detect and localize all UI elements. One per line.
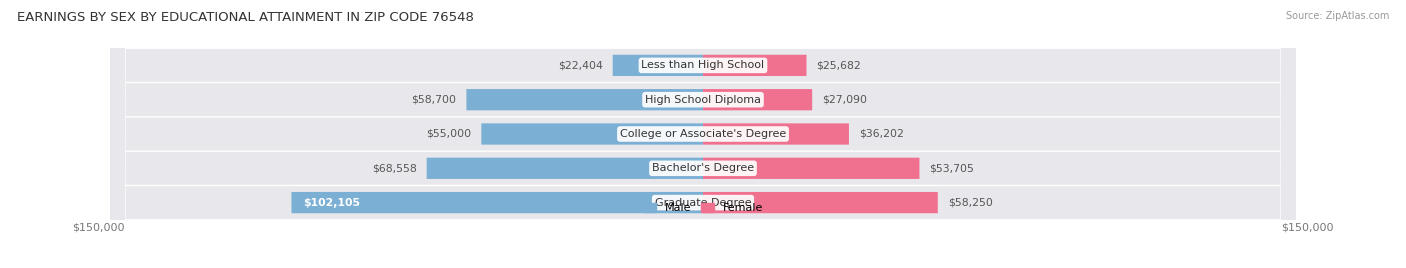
Text: Graduate Degree: Graduate Degree: [655, 198, 751, 208]
Text: Source: ZipAtlas.com: Source: ZipAtlas.com: [1285, 11, 1389, 21]
FancyBboxPatch shape: [703, 123, 849, 145]
FancyBboxPatch shape: [426, 158, 703, 179]
Text: EARNINGS BY SEX BY EDUCATIONAL ATTAINMENT IN ZIP CODE 76548: EARNINGS BY SEX BY EDUCATIONAL ATTAINMEN…: [17, 11, 474, 24]
Text: $102,105: $102,105: [304, 198, 360, 208]
FancyBboxPatch shape: [703, 158, 920, 179]
FancyBboxPatch shape: [481, 123, 703, 145]
FancyBboxPatch shape: [467, 89, 703, 110]
Text: $55,000: $55,000: [426, 129, 471, 139]
Text: $58,700: $58,700: [412, 95, 457, 105]
FancyBboxPatch shape: [111, 0, 1295, 268]
FancyBboxPatch shape: [111, 0, 1295, 268]
Text: $68,558: $68,558: [371, 163, 416, 173]
Text: $22,404: $22,404: [558, 60, 603, 70]
Legend: Male, Female: Male, Female: [638, 198, 768, 218]
Text: $27,090: $27,090: [823, 95, 868, 105]
Text: $25,682: $25,682: [817, 60, 862, 70]
FancyBboxPatch shape: [291, 192, 703, 213]
FancyBboxPatch shape: [703, 192, 938, 213]
FancyBboxPatch shape: [613, 55, 703, 76]
Text: $58,250: $58,250: [948, 198, 993, 208]
FancyBboxPatch shape: [703, 55, 807, 76]
Text: High School Diploma: High School Diploma: [645, 95, 761, 105]
Text: $36,202: $36,202: [859, 129, 904, 139]
FancyBboxPatch shape: [111, 0, 1295, 268]
FancyBboxPatch shape: [111, 0, 1295, 268]
Text: $53,705: $53,705: [929, 163, 974, 173]
FancyBboxPatch shape: [703, 89, 813, 110]
FancyBboxPatch shape: [111, 0, 1295, 268]
Text: College or Associate's Degree: College or Associate's Degree: [620, 129, 786, 139]
Text: Bachelor's Degree: Bachelor's Degree: [652, 163, 754, 173]
Text: Less than High School: Less than High School: [641, 60, 765, 70]
